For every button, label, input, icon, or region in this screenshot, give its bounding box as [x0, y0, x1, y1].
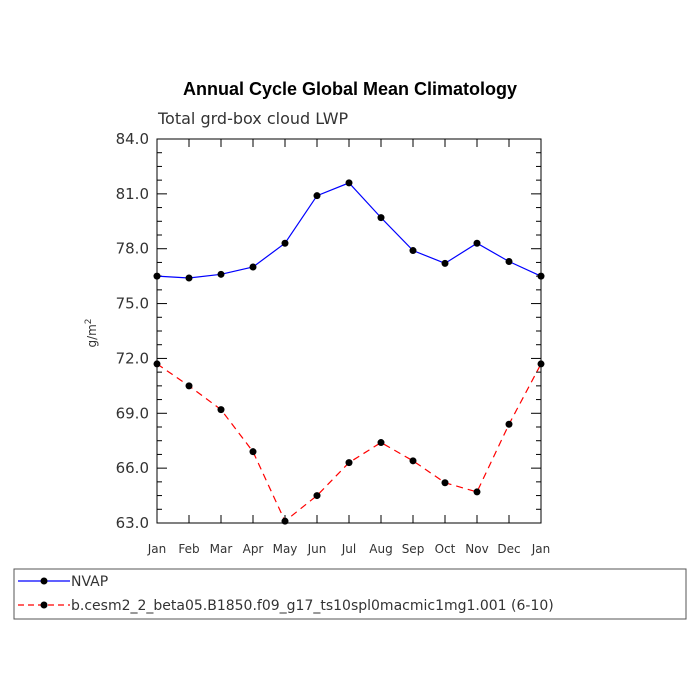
x-tick-label: Jun [307, 542, 327, 556]
data-point-nvap [313, 192, 321, 200]
x-tick-label: Feb [178, 542, 199, 556]
legend-marker-nvap [40, 577, 48, 585]
x-tick-label: Jul [341, 542, 356, 556]
y-tick-label: 72.0 [116, 349, 149, 367]
x-axis-labels: Jan Feb Mar Apr May Jun Jul Aug Sep Oct Nov Dec Jan [147, 542, 551, 556]
data-point-nvap [281, 239, 289, 247]
legend-label-model: b.cesm2_2_beta05.B1850.f09_g17_ts10spl0m… [71, 598, 554, 614]
y-axis-label-superscript: 2 [84, 318, 94, 324]
data-point-model [313, 492, 321, 500]
y-tick-label: 75.0 [116, 295, 149, 313]
data-point-model [249, 448, 257, 456]
data-point-nvap [185, 274, 193, 282]
data-point-nvap [537, 272, 545, 280]
series-line-model [156, 363, 542, 523]
x-tick-label: Sep [402, 542, 425, 556]
data-point-model [217, 406, 225, 414]
data-point-model [505, 420, 513, 428]
y-tick-label: 78.0 [116, 240, 149, 258]
data-point-model [153, 360, 161, 368]
data-point-nvap [153, 272, 161, 280]
y-tick-label: 81.0 [116, 185, 149, 203]
legend-box [13, 568, 687, 620]
x-tick-label: Aug [369, 542, 392, 556]
data-point-nvap [345, 179, 353, 187]
data-point-nvap [441, 259, 449, 267]
y-axis-label-text: g/m [85, 324, 99, 347]
data-point-model [281, 517, 289, 525]
data-point-nvap [473, 239, 481, 247]
y-axis-label: g/m2 [84, 318, 99, 347]
data-point-model [537, 360, 545, 368]
y-tick-label: 63.0 [116, 514, 149, 532]
data-point-model [473, 488, 481, 496]
x-tick-label: Nov [465, 542, 488, 556]
data-point-model [185, 382, 193, 390]
x-tick-label: Mar [210, 542, 233, 556]
data-point-model [345, 459, 353, 467]
y-tick-label: 69.0 [116, 404, 149, 422]
y-axis-labels: 63.0 66.0 69.0 72.0 75.0 78.0 81.0 84.0 [116, 130, 149, 532]
series-line-nvap [156, 182, 542, 279]
data-point-model [409, 457, 417, 465]
x-tick-label: Oct [435, 542, 456, 556]
x-tick-label: Apr [243, 542, 264, 556]
y-tick-label: 66.0 [116, 459, 149, 477]
data-point-nvap [505, 258, 513, 266]
y-tick-label: 84.0 [116, 130, 149, 148]
chart-title: Annual Cycle Global Mean Climatology [183, 79, 517, 99]
plot-frame [156, 138, 542, 524]
data-point-model [377, 439, 385, 447]
x-tick-label: Jan [147, 542, 167, 556]
data-point-nvap [249, 263, 257, 271]
series-layer [153, 179, 545, 525]
data-point-model [441, 479, 449, 487]
chart-subtitle: Total grd-box cloud LWP [157, 109, 349, 128]
data-point-nvap [409, 247, 417, 255]
x-tick-label: Jan [531, 542, 551, 556]
x-tick-label: Dec [497, 542, 520, 556]
data-point-nvap [217, 270, 225, 278]
x-tick-label: May [273, 542, 298, 556]
data-point-nvap [377, 214, 385, 222]
legend-label-nvap: NVAP [71, 574, 108, 590]
legend: NVAP b.cesm2_2_beta05.B1850.f09_g17_ts10… [13, 568, 687, 620]
legend-marker-model [40, 601, 48, 609]
